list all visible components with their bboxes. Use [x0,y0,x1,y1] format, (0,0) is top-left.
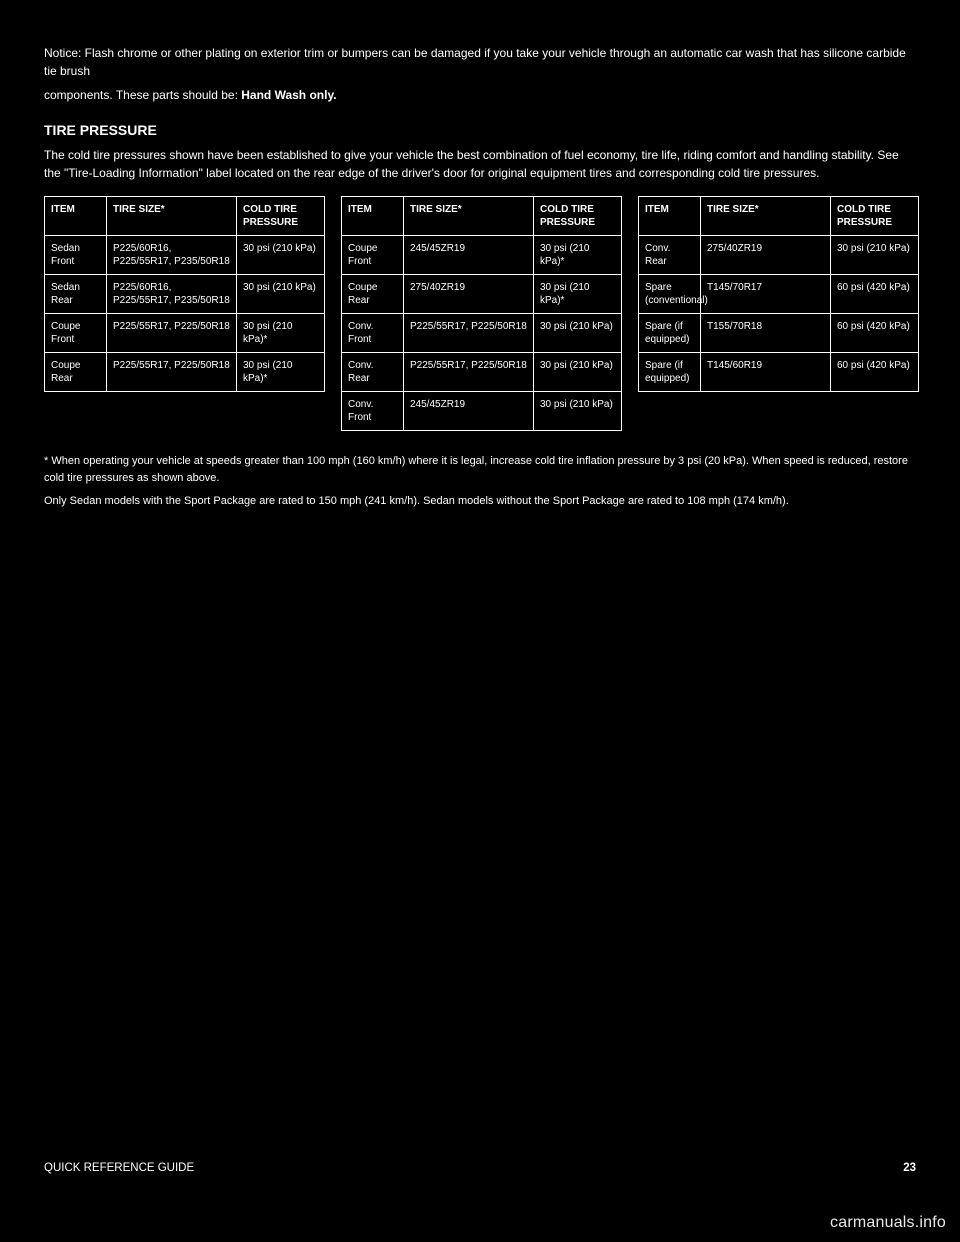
table-header-row: ITEM TIRE SIZE* COLD TIRE PRESSURE [342,197,622,236]
footnotes: * When operating your vehicle at speeds … [44,453,916,510]
tables-container: ITEM TIRE SIZE* COLD TIRE PRESSURE Sedan… [44,196,916,431]
footnote-1: * When operating your vehicle at speeds … [44,453,916,487]
cell-item: Coupe Front [45,314,107,353]
table-row: Sedan Front P225/60R16, P225/55R17, P235… [45,236,325,275]
cell-tire-size: P225/60R16, P225/55R17, P235/50R18 [107,236,237,275]
cell-item: Conv. Rear [342,353,404,392]
watermark: carmanuals.info [830,1214,946,1232]
cell-pressure: 60 psi (420 kPa) [831,314,919,353]
table-row: Coupe Front P225/55R17, P225/50R18 30 ps… [45,314,325,353]
cell-item: Spare (if equipped) [639,314,701,353]
table-row: Spare (conventional) T145/70R17 60 psi (… [639,275,919,314]
col-header-tire-size: TIRE SIZE* [404,197,534,236]
table-header-row: ITEM TIRE SIZE* COLD TIRE PRESSURE [45,197,325,236]
col-header-item: ITEM [45,197,107,236]
col-header-tire-size: TIRE SIZE* [701,197,831,236]
cell-tire-size: T145/60R19 [701,353,831,392]
cell-item: Conv. Rear [639,236,701,275]
cell-pressure: 30 psi (210 kPa)* [534,275,622,314]
cell-tire-size: 275/40ZR19 [404,275,534,314]
cell-item: Spare (conventional) [639,275,701,314]
cell-pressure: 60 psi (420 kPa) [831,353,919,392]
cell-pressure: 30 psi (210 kPa)* [237,314,325,353]
cell-item: Conv. Front [342,392,404,431]
cell-pressure: 30 psi (210 kPa) [237,275,325,314]
cell-item: Spare (if equipped) [639,353,701,392]
cell-tire-size: T155/70R18 [701,314,831,353]
footer-page-number: 23 [903,1162,916,1174]
table-row: Coupe Rear 275/40ZR19 30 psi (210 kPa)* [342,275,622,314]
table-row: Coupe Front 245/45ZR19 30 psi (210 kPa)* [342,236,622,275]
table-row: Spare (if equipped) T155/70R18 60 psi (4… [639,314,919,353]
cell-pressure: 30 psi (210 kPa) [534,314,622,353]
intro-paragraph: The cold tire pressures shown have been … [44,146,916,182]
cell-tire-size: 245/45ZR19 [404,236,534,275]
col-header-item: ITEM [639,197,701,236]
cell-tire-size: P225/55R17, P225/50R18 [107,353,237,392]
table-row: Conv. Rear P225/55R17, P225/50R18 30 psi… [342,353,622,392]
cell-pressure: 30 psi (210 kPa)* [237,353,325,392]
cell-pressure: 30 psi (210 kPa) [237,236,325,275]
col-header-pressure: COLD TIRE PRESSURE [534,197,622,236]
cell-item: Sedan Front [45,236,107,275]
cell-pressure: 30 psi (210 kPa) [534,353,622,392]
table-row: Spare (if equipped) T145/60R19 60 psi (4… [639,353,919,392]
table-header-row: ITEM TIRE SIZE* COLD TIRE PRESSURE [639,197,919,236]
table-row: Sedan Rear P225/60R16, P225/55R17, P235/… [45,275,325,314]
tire-pressure-table-2: ITEM TIRE SIZE* COLD TIRE PRESSURE Coupe… [341,196,622,431]
cell-pressure: 30 psi (210 kPa) [831,236,919,275]
cell-item: Coupe Front [342,236,404,275]
cell-tire-size: P225/55R17, P225/50R18 [107,314,237,353]
cell-item: Sedan Rear [45,275,107,314]
cell-tire-size: P225/60R16, P225/55R17, P235/50R18 [107,275,237,314]
footer-left: QUICK REFERENCE GUIDE [44,1162,194,1174]
tire-pressure-table-1: ITEM TIRE SIZE* COLD TIRE PRESSURE Sedan… [44,196,325,392]
cell-pressure: 30 psi (210 kPa) [534,392,622,431]
table-row: Coupe Rear P225/55R17, P225/50R18 30 psi… [45,353,325,392]
section-title-tire-pressure: TIRE PRESSURE [44,122,916,138]
cell-pressure: 30 psi (210 kPa)* [534,236,622,275]
table-row: Conv. Front P225/55R17, P225/50R18 30 ps… [342,314,622,353]
cell-pressure: 60 psi (420 kPa) [831,275,919,314]
cell-item: Coupe Rear [45,353,107,392]
cell-tire-size: P225/55R17, P225/50R18 [404,314,534,353]
page-footer: QUICK REFERENCE GUIDE 23 [0,1162,960,1174]
table-row: Conv. Rear 275/40ZR19 30 psi (210 kPa) [639,236,919,275]
cell-tire-size: 245/45ZR19 [404,392,534,431]
notice-text-line2-prefix: components. These parts should be: [44,88,241,102]
col-header-item: ITEM [342,197,404,236]
cell-item: Coupe Rear [342,275,404,314]
cell-tire-size: P225/55R17, P225/50R18 [404,353,534,392]
footnote-2: Only Sedan models with the Sport Package… [44,493,916,510]
notice-text-line1: Notice: Flash chrome or other plating on… [44,46,906,78]
tire-pressure-table-3: ITEM TIRE SIZE* COLD TIRE PRESSURE Conv.… [638,196,919,392]
cell-item: Conv. Front [342,314,404,353]
col-header-pressure: COLD TIRE PRESSURE [831,197,919,236]
col-header-tire-size: TIRE SIZE* [107,197,237,236]
cell-tire-size: 275/40ZR19 [701,236,831,275]
table-row: Conv. Front 245/45ZR19 30 psi (210 kPa) [342,392,622,431]
col-header-pressure: COLD TIRE PRESSURE [237,197,325,236]
notice-text-line2-emph: Hand Wash only. [241,88,336,102]
cell-tire-size: T145/70R17 [701,275,831,314]
